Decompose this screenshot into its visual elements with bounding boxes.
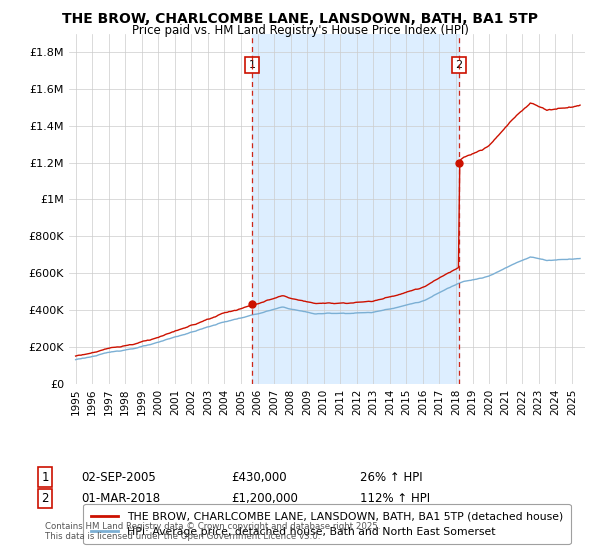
Text: 1: 1 <box>248 60 256 70</box>
Text: 112% ↑ HPI: 112% ↑ HPI <box>360 492 430 505</box>
Text: 26% ↑ HPI: 26% ↑ HPI <box>360 470 422 484</box>
Text: Price paid vs. HM Land Registry's House Price Index (HPI): Price paid vs. HM Land Registry's House … <box>131 24 469 37</box>
Legend: THE BROW, CHARLCOMBE LANE, LANSDOWN, BATH, BA1 5TP (detached house), HPI: Averag: THE BROW, CHARLCOMBE LANE, LANSDOWN, BAT… <box>83 504 571 544</box>
Text: 01-MAR-2018: 01-MAR-2018 <box>81 492 160 505</box>
Text: Contains HM Land Registry data © Crown copyright and database right 2025.
This d: Contains HM Land Registry data © Crown c… <box>45 522 380 542</box>
Text: 1: 1 <box>41 470 49 484</box>
Text: £1,200,000: £1,200,000 <box>231 492 298 505</box>
Text: THE BROW, CHARLCOMBE LANE, LANSDOWN, BATH, BA1 5TP: THE BROW, CHARLCOMBE LANE, LANSDOWN, BAT… <box>62 12 538 26</box>
Bar <box>252 34 459 384</box>
Text: 2: 2 <box>455 60 463 70</box>
Text: 02-SEP-2005: 02-SEP-2005 <box>81 470 156 484</box>
Text: £430,000: £430,000 <box>231 470 287 484</box>
Text: 2: 2 <box>41 492 49 505</box>
